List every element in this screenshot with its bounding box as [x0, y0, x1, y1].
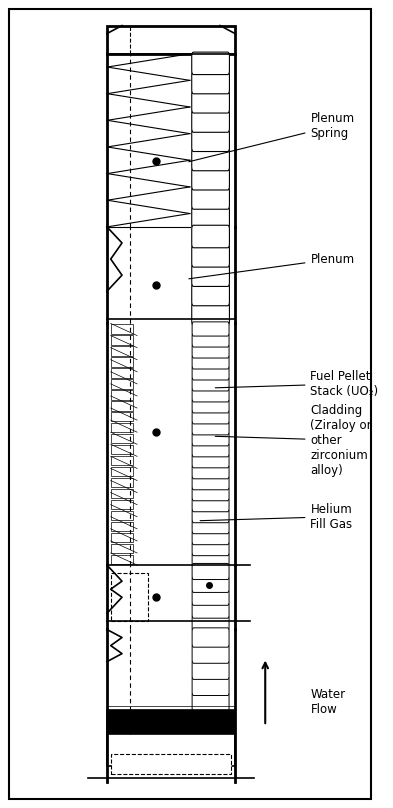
FancyBboxPatch shape — [192, 644, 229, 663]
FancyBboxPatch shape — [192, 531, 229, 545]
FancyBboxPatch shape — [192, 443, 229, 457]
FancyBboxPatch shape — [192, 302, 230, 325]
Bar — [111, 335, 133, 345]
FancyBboxPatch shape — [192, 53, 230, 74]
Bar — [111, 368, 133, 377]
Text: Fuel Pellet
Stack (UO₂): Fuel Pellet Stack (UO₂) — [215, 370, 378, 398]
Bar — [111, 755, 231, 774]
FancyBboxPatch shape — [192, 602, 229, 618]
FancyBboxPatch shape — [192, 322, 229, 336]
Bar — [107, 710, 235, 734]
FancyBboxPatch shape — [192, 465, 229, 479]
FancyBboxPatch shape — [192, 398, 229, 413]
Bar — [111, 544, 133, 553]
FancyBboxPatch shape — [192, 206, 230, 229]
FancyBboxPatch shape — [192, 541, 229, 556]
Bar — [111, 434, 133, 444]
Bar — [111, 324, 133, 334]
FancyBboxPatch shape — [192, 225, 230, 248]
FancyBboxPatch shape — [192, 129, 230, 152]
FancyBboxPatch shape — [192, 333, 229, 347]
FancyBboxPatch shape — [192, 245, 230, 267]
FancyBboxPatch shape — [192, 453, 229, 468]
Bar — [111, 500, 133, 509]
Bar — [111, 445, 133, 454]
Bar — [111, 357, 133, 367]
FancyBboxPatch shape — [192, 71, 230, 94]
Bar — [111, 347, 133, 356]
Bar — [111, 489, 133, 499]
FancyBboxPatch shape — [192, 498, 229, 511]
Bar — [111, 511, 133, 520]
FancyBboxPatch shape — [192, 366, 229, 380]
FancyBboxPatch shape — [192, 410, 229, 424]
FancyBboxPatch shape — [192, 90, 230, 113]
FancyBboxPatch shape — [192, 187, 230, 209]
Bar — [111, 573, 149, 621]
FancyBboxPatch shape — [192, 355, 229, 369]
FancyBboxPatch shape — [192, 615, 229, 631]
Bar — [111, 390, 133, 399]
FancyBboxPatch shape — [192, 167, 230, 190]
Bar — [111, 533, 133, 542]
FancyBboxPatch shape — [192, 264, 230, 287]
Bar — [111, 522, 133, 532]
FancyBboxPatch shape — [192, 377, 229, 391]
FancyBboxPatch shape — [192, 563, 229, 579]
FancyBboxPatch shape — [192, 284, 230, 305]
Bar — [111, 401, 133, 410]
FancyBboxPatch shape — [192, 421, 229, 435]
Bar — [111, 467, 133, 477]
Text: Cladding
(Ziraloy or
other
zirconium
alloy): Cladding (Ziraloy or other zirconium all… — [215, 404, 372, 477]
FancyBboxPatch shape — [192, 576, 229, 592]
FancyBboxPatch shape — [192, 110, 230, 133]
Bar — [111, 478, 133, 487]
Bar — [107, 26, 235, 53]
FancyBboxPatch shape — [192, 709, 229, 728]
FancyBboxPatch shape — [192, 676, 229, 696]
Bar — [111, 555, 133, 564]
Text: Plenum: Plenum — [189, 253, 354, 279]
Text: Water
Flow: Water Flow — [310, 688, 345, 716]
Bar — [111, 456, 133, 465]
FancyBboxPatch shape — [192, 553, 229, 566]
Bar — [111, 423, 133, 432]
Bar — [111, 412, 133, 422]
Text: Helium
Fill Gas: Helium Fill Gas — [200, 503, 353, 531]
Text: Plenum
Spring: Plenum Spring — [189, 112, 354, 162]
Bar — [107, 734, 235, 766]
FancyBboxPatch shape — [192, 149, 230, 170]
Bar — [111, 379, 133, 389]
FancyBboxPatch shape — [192, 660, 229, 680]
FancyBboxPatch shape — [192, 520, 229, 534]
FancyBboxPatch shape — [192, 431, 229, 446]
FancyBboxPatch shape — [192, 628, 229, 647]
FancyBboxPatch shape — [192, 692, 229, 712]
FancyBboxPatch shape — [192, 388, 229, 402]
FancyBboxPatch shape — [192, 486, 229, 501]
FancyBboxPatch shape — [192, 589, 229, 605]
FancyBboxPatch shape — [192, 344, 229, 358]
FancyBboxPatch shape — [192, 508, 229, 523]
FancyBboxPatch shape — [192, 476, 229, 490]
